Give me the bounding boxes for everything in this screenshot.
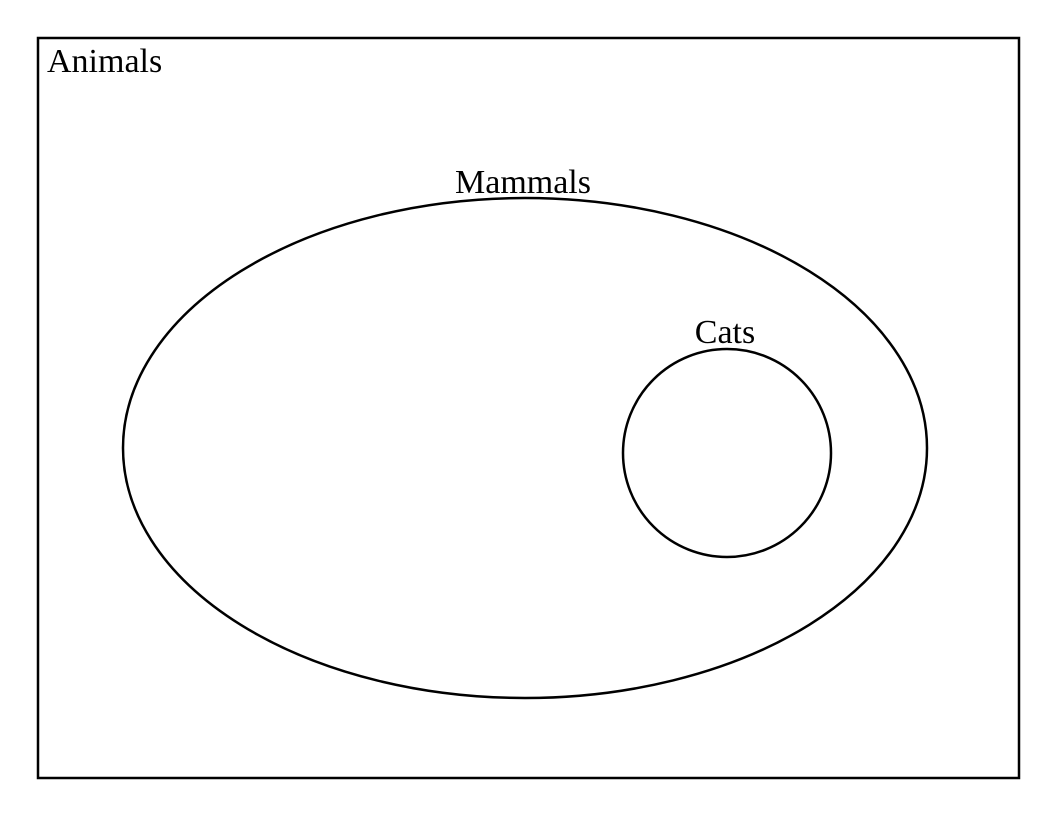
animals-rectangle — [36, 36, 1021, 780]
set-mammals: Mammals — [121, 164, 929, 700]
cats-circle — [621, 347, 833, 559]
set-animals: Animals — [36, 36, 1021, 780]
set-cats: Cats — [621, 314, 833, 559]
cats-label: Cats — [695, 314, 755, 351]
mammals-label: Mammals — [455, 164, 591, 201]
mammals-ellipse — [121, 196, 929, 700]
animals-label: Animals — [47, 43, 162, 80]
